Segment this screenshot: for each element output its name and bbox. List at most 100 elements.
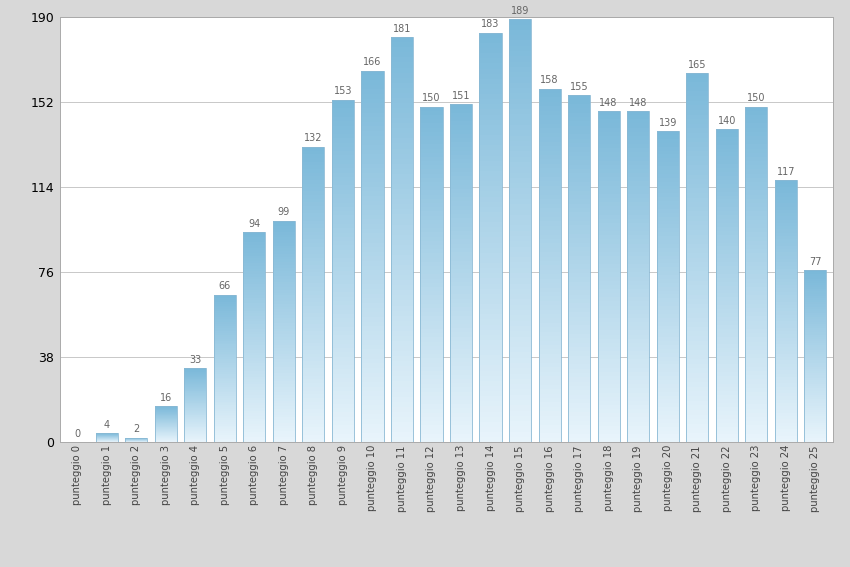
- Bar: [243, 253, 265, 256]
- Bar: [568, 299, 590, 303]
- Bar: [273, 265, 295, 268]
- Bar: [303, 154, 325, 158]
- Bar: [509, 30, 531, 35]
- Bar: [568, 177, 590, 182]
- Bar: [804, 337, 826, 339]
- Bar: [774, 357, 796, 361]
- Bar: [184, 370, 207, 371]
- Bar: [273, 290, 295, 293]
- Bar: [509, 24, 531, 30]
- Bar: [627, 392, 649, 397]
- Bar: [539, 433, 561, 438]
- Bar: [361, 219, 383, 224]
- Bar: [656, 423, 679, 427]
- Bar: [598, 413, 620, 417]
- Bar: [804, 319, 826, 321]
- Bar: [774, 409, 796, 413]
- Bar: [774, 204, 796, 206]
- Bar: [391, 214, 413, 219]
- Bar: [598, 438, 620, 442]
- Bar: [361, 270, 383, 275]
- Bar: [509, 331, 531, 336]
- Bar: [716, 360, 738, 364]
- Bar: [627, 326, 649, 331]
- Bar: [745, 170, 768, 174]
- Bar: [184, 418, 207, 419]
- Bar: [774, 344, 796, 348]
- Bar: [273, 401, 295, 404]
- Bar: [509, 326, 531, 331]
- Bar: [450, 172, 472, 176]
- Bar: [213, 435, 236, 437]
- Bar: [598, 338, 620, 343]
- Bar: [184, 441, 207, 442]
- Bar: [184, 392, 207, 393]
- Bar: [774, 272, 796, 276]
- Bar: [745, 123, 768, 128]
- Bar: [745, 304, 768, 308]
- Bar: [391, 437, 413, 442]
- Bar: [479, 350, 502, 355]
- Bar: [568, 182, 590, 187]
- Bar: [656, 349, 679, 353]
- Bar: [656, 427, 679, 430]
- Bar: [332, 284, 354, 288]
- Bar: [804, 283, 826, 285]
- Bar: [656, 135, 679, 139]
- Bar: [273, 370, 295, 373]
- Bar: [716, 301, 738, 305]
- Bar: [303, 435, 325, 438]
- Bar: [421, 371, 443, 375]
- Bar: [745, 358, 768, 362]
- Bar: [184, 434, 207, 435]
- Bar: [332, 125, 354, 130]
- Bar: [804, 431, 826, 434]
- Bar: [598, 388, 620, 392]
- Bar: [421, 215, 443, 220]
- Bar: [421, 128, 443, 132]
- Bar: [273, 323, 295, 326]
- Bar: [303, 147, 325, 442]
- Bar: [627, 347, 649, 351]
- Bar: [598, 206, 620, 210]
- Bar: [361, 410, 383, 414]
- Bar: [598, 347, 620, 351]
- Bar: [391, 204, 413, 209]
- Bar: [656, 306, 679, 310]
- Bar: [509, 368, 531, 374]
- Bar: [391, 128, 413, 133]
- Bar: [450, 290, 472, 294]
- Bar: [745, 115, 768, 119]
- Bar: [421, 220, 443, 224]
- Bar: [243, 319, 265, 321]
- Bar: [509, 183, 531, 188]
- Bar: [509, 99, 531, 104]
- Bar: [243, 324, 265, 327]
- Bar: [391, 57, 413, 62]
- Bar: [598, 160, 620, 165]
- Bar: [243, 429, 265, 431]
- Bar: [539, 407, 561, 411]
- Bar: [450, 223, 472, 227]
- Bar: [509, 226, 531, 231]
- Bar: [774, 269, 796, 272]
- Bar: [745, 215, 768, 220]
- Bar: [774, 302, 796, 305]
- Bar: [686, 184, 708, 188]
- Bar: [273, 270, 295, 273]
- Bar: [598, 132, 620, 136]
- Bar: [716, 207, 738, 211]
- Bar: [361, 400, 383, 405]
- Bar: [332, 344, 354, 348]
- Bar: [539, 345, 561, 349]
- Bar: [273, 309, 295, 312]
- Bar: [716, 321, 738, 325]
- Bar: [509, 268, 531, 273]
- Bar: [745, 430, 768, 434]
- Bar: [745, 417, 768, 421]
- Bar: [125, 438, 147, 442]
- Bar: [303, 357, 325, 361]
- Bar: [745, 153, 768, 157]
- Bar: [539, 181, 561, 186]
- Bar: [273, 357, 295, 359]
